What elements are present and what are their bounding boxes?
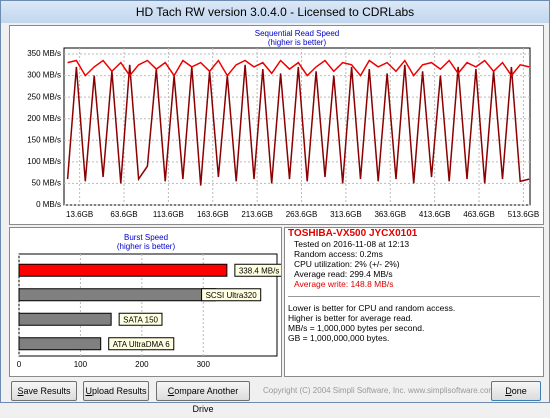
bar-label: SATA 150 xyxy=(123,315,158,324)
y-tick-label: 200 MB/s xyxy=(27,114,61,123)
info-line: Average write: 148.8 MB/s xyxy=(294,279,394,289)
read-chart: Sequential Read Speed(higher is better) 0… xyxy=(9,25,544,225)
info-line: Tested on 2016-11-08 at 12:13 xyxy=(294,239,410,249)
save-button[interactable]: Save Results xyxy=(11,381,77,401)
data-line xyxy=(67,59,530,78)
bar-label: SCSI Ultra320 xyxy=(206,291,258,300)
label-box xyxy=(118,312,163,326)
data-line xyxy=(66,64,530,186)
drive-name: TOSHIBA-VX500 JYCX0101 xyxy=(288,228,418,239)
x-tick-label: 463.6GB xyxy=(463,210,495,219)
bar xyxy=(18,288,217,302)
y-tick-label: 300 MB/s xyxy=(27,71,61,80)
y-tick-label: 250 MB/s xyxy=(27,92,61,101)
y-tick-label: 0 MB/s xyxy=(36,200,61,209)
info-line: Average read: 299.4 MB/s xyxy=(294,269,393,279)
x-tick-label: 200 xyxy=(135,360,149,369)
label-box xyxy=(108,337,175,351)
label-box xyxy=(234,263,281,277)
x-tick-label: 163.6GB xyxy=(197,210,229,219)
bar xyxy=(18,337,102,351)
info: TOSHIBA-VX500 JYCX0101 Tested on 2016-11… xyxy=(288,229,540,343)
copyright: Copyright (C) 2004 Simpli Software, Inc.… xyxy=(263,386,496,395)
x-tick-label: 0 xyxy=(17,360,22,369)
bar xyxy=(18,263,228,277)
done-button[interactable]: Done xyxy=(491,381,541,401)
x-tick-label: 263.6GB xyxy=(286,210,318,219)
note: MB/s = 1,000,000 bytes per second. xyxy=(288,323,425,333)
x-tick-label: 413.6GB xyxy=(419,210,451,219)
x-tick-label: 513.6GB xyxy=(508,210,540,219)
title-bar: HD Tach RW version 3.0.4.0 - Licensed to… xyxy=(1,1,549,23)
x-tick-label: 113.6GB xyxy=(153,210,184,219)
chart-subtitle: (higher is better) xyxy=(117,242,176,251)
info-panel xyxy=(284,227,544,377)
note: Higher is better for average read. xyxy=(288,313,413,323)
chart-subtitle: (higher is better) xyxy=(268,38,327,47)
note: GB = 1,000,000,000 bytes. xyxy=(288,333,390,343)
x-tick-label: 13.6GB xyxy=(66,210,93,219)
label-box xyxy=(201,288,262,302)
x-tick-label: 313.6GB xyxy=(330,210,362,219)
bar-label: ATA UltraDMA 6 xyxy=(113,340,171,349)
x-tick-label: 63.6GB xyxy=(110,210,137,219)
x-tick-label: 100 xyxy=(74,360,88,369)
chart-title: Burst Speed xyxy=(124,233,168,242)
x-tick-label: 213.6GB xyxy=(241,210,273,219)
upload-button[interactable]: Upload Results xyxy=(83,381,149,401)
y-tick-label: 100 MB/s xyxy=(27,157,61,166)
chart-title: Sequential Read Speed xyxy=(255,29,340,38)
y-tick-label: 50 MB/s xyxy=(32,179,61,188)
y-tick-label: 350 MB/s xyxy=(27,49,61,58)
bar xyxy=(18,312,112,326)
burst-chart: Burst Speed(higher is better) 0 100 200 300 3… xyxy=(9,227,282,377)
x-tick-label: 300 xyxy=(197,360,211,369)
info-line: CPU utilization: 2% (+/- 2%) xyxy=(294,259,400,269)
compare-button[interactable]: Compare Another Drive xyxy=(156,381,250,414)
note: Lower is better for CPU and random acces… xyxy=(288,296,540,313)
info-line: Random access: 0.2ms xyxy=(294,249,383,259)
value-label: 338.4 MB/s xyxy=(239,266,279,275)
y-tick-label: 150 MB/s xyxy=(27,135,61,144)
x-tick-label: 363.6GB xyxy=(374,210,406,219)
